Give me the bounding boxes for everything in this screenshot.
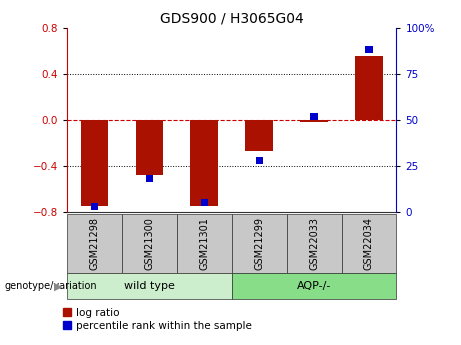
Bar bbox=[231, 214, 287, 273]
Bar bbox=[122, 214, 177, 273]
Bar bbox=[287, 214, 342, 273]
Text: AQP-/-: AQP-/- bbox=[297, 281, 331, 291]
Bar bbox=[245, 120, 273, 151]
Legend: log ratio, percentile rank within the sample: log ratio, percentile rank within the sa… bbox=[63, 308, 252, 331]
Bar bbox=[355, 57, 383, 120]
Text: wild type: wild type bbox=[124, 281, 175, 291]
Title: GDS900 / H3065G04: GDS900 / H3065G04 bbox=[160, 11, 303, 25]
Bar bbox=[231, 273, 396, 299]
Bar bbox=[67, 214, 122, 273]
Bar bbox=[91, 203, 98, 210]
Bar bbox=[177, 214, 231, 273]
Text: GSM21300: GSM21300 bbox=[144, 217, 154, 270]
Bar bbox=[136, 120, 163, 175]
Text: GSM21299: GSM21299 bbox=[254, 217, 264, 270]
Bar bbox=[311, 113, 318, 120]
Bar bbox=[146, 176, 153, 183]
Bar bbox=[201, 199, 208, 206]
Text: ▶: ▶ bbox=[54, 281, 62, 291]
Text: GSM21298: GSM21298 bbox=[89, 217, 99, 270]
Bar bbox=[300, 120, 328, 122]
Bar bbox=[190, 120, 218, 206]
Bar bbox=[366, 46, 372, 53]
Text: GSM21301: GSM21301 bbox=[199, 217, 209, 270]
Bar bbox=[255, 157, 263, 164]
Text: genotype/variation: genotype/variation bbox=[5, 281, 97, 291]
Text: GSM22033: GSM22033 bbox=[309, 217, 319, 270]
Bar bbox=[81, 120, 108, 206]
Bar bbox=[67, 273, 231, 299]
Bar bbox=[342, 214, 396, 273]
Text: GSM22034: GSM22034 bbox=[364, 217, 374, 270]
